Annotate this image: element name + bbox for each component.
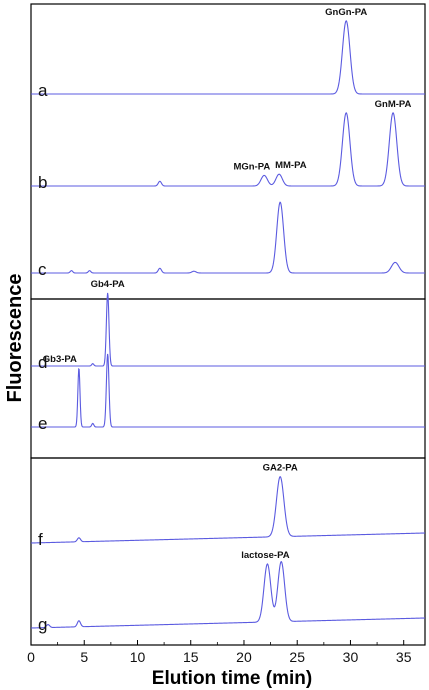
trace-g-label: g [38,615,47,634]
trace-b-label: b [38,173,47,192]
panel-frame [30,298,426,459]
trace-f-line [30,475,426,544]
trace-f-label: f [38,530,43,549]
x-tick-label: 35 [396,649,412,665]
trace-g-line [30,561,426,629]
panels-layer [30,3,426,646]
y-axis-title: Fluorescence [4,274,26,403]
x-tick-label: 20 [236,649,252,665]
x-tick-label: 30 [343,649,359,665]
peak-label: GnGn-PA [325,7,367,18]
traces-layer: a GnGn-PA b MGn-PA MM-PA GnM-PA c d Gb4-PA e Gb3-P… [30,7,426,634]
trace-d-label: d [38,353,47,372]
x-tick-label: 15 [183,649,199,665]
x-tick-label: 25 [289,649,305,665]
panel-frame [30,457,426,646]
x-axis-title: Elution time (min) [152,668,312,689]
x-tick-label: 0 [27,649,35,665]
peak-label: MM-PA [275,160,307,171]
peak-label: lactose-PA [241,550,290,561]
trace-d-line [31,292,425,367]
x-tick-label: 5 [80,649,88,665]
trace-e-label: e [38,414,47,433]
trace-a-label: a [38,81,48,100]
x-tick-label: 10 [130,649,146,665]
peak-label: Gb3-PA [43,354,77,365]
trace-e-line [31,353,425,428]
trace-a-line [31,20,425,95]
trace-c-line [31,201,425,274]
peak-label: GA2-PA [263,463,298,474]
peak-label: MGn-PA [233,161,270,172]
peak-label: Gb4-PA [91,279,125,290]
trace-b-line [31,112,425,187]
x-axis: 0 5 10 15 20 25 30 35 [27,640,412,665]
peak-label: GnM-PA [375,99,412,110]
panel-frame [30,3,426,300]
trace-c-label: c [38,260,47,279]
